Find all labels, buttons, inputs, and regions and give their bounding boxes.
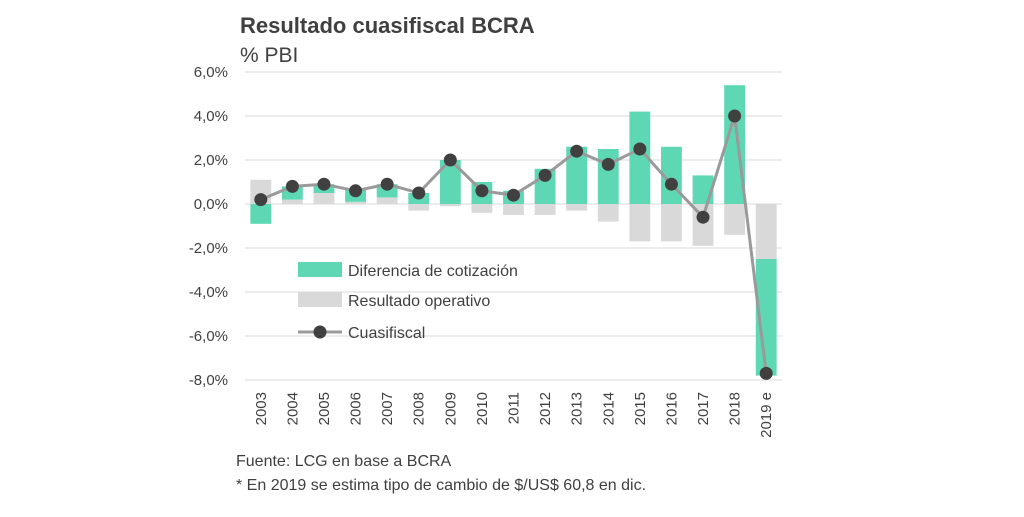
y-tick-label: -6,0% <box>189 328 228 345</box>
axis-layer: 6,0% 4,0% 2,0% 0,0% -2,0% -4,0% -6,0% -8,0% 2003… <box>189 64 775 438</box>
y-tick-label: -2,0% <box>189 240 228 257</box>
bar-resultado-operativo <box>661 204 682 242</box>
x-tick-label: 2005 <box>316 392 333 425</box>
cuasifiscal-point <box>285 179 299 193</box>
cuasifiscal-point <box>696 210 710 224</box>
y-tick-label: 6,0% <box>194 64 228 81</box>
bar-diferencia-cotizacion <box>250 204 272 224</box>
cuasifiscal-point <box>317 177 331 191</box>
bar-resultado-operativo <box>503 204 524 215</box>
cuasifiscal-point <box>538 168 552 182</box>
y-tick-label: -8,0% <box>189 372 228 389</box>
cuasifiscal-point <box>475 184 489 198</box>
x-tick-label: 2017 <box>695 392 712 425</box>
x-tick-label: 2013 <box>569 392 586 425</box>
cuasifiscal-point <box>254 193 268 207</box>
bar-resultado-operativo <box>313 193 335 204</box>
x-tick-label: 2007 <box>379 392 396 425</box>
cuasifiscal-point <box>664 177 678 191</box>
x-tick-label: 2012 <box>537 392 554 425</box>
x-tick-label: 2004 <box>284 392 301 425</box>
bar-resultado-operativo <box>597 204 619 222</box>
legend-swatch-diferencia <box>298 262 342 277</box>
legend-label-operativo: Resultado operativo <box>348 293 490 310</box>
bar-resultado-operativo <box>566 204 588 211</box>
legend-label-diferencia: Diferencia de cotización <box>348 263 518 280</box>
footnote: * En 2019 se estima tipo de cambio de $/… <box>236 477 647 494</box>
bar-resultado-operativo <box>281 199 303 204</box>
bar-diferencia-cotizacion <box>755 259 777 376</box>
bar-resultado-operativo <box>724 204 746 235</box>
chart-title: Resultado cuasifiscal BCRA <box>240 13 535 38</box>
bar-diferencia-cotizacion <box>439 160 461 204</box>
cuasifiscal-point <box>633 142 647 156</box>
y-tick-label: 2,0% <box>194 152 228 169</box>
y-tick-label: 0,0% <box>194 196 228 213</box>
bar-resultado-operativo <box>376 197 398 204</box>
cuasifiscal-point <box>507 188 520 202</box>
cuasifiscal-point <box>570 144 584 158</box>
x-tick-label: 2019 e <box>758 392 775 438</box>
bar-diferencia-cotizacion <box>566 146 588 204</box>
x-tick-label: 2018 <box>727 392 744 425</box>
source-note: Fuente: LCG en base a BCRA <box>236 453 452 470</box>
x-tick-label: 2016 <box>663 392 680 425</box>
bar-resultado-operativo <box>534 204 556 215</box>
y-tick-label: 4,0% <box>194 108 228 125</box>
cuasifiscal-point <box>412 186 426 200</box>
legend-swatch-operativo <box>298 292 342 307</box>
bar-resultado-operativo <box>439 204 461 207</box>
bar-resultado-operativo <box>345 201 366 204</box>
cuasifiscal-point <box>728 109 742 123</box>
legend-label-cuasifiscal: Cuasifiscal <box>348 325 425 342</box>
bar-diferencia-cotizacion <box>597 149 619 204</box>
x-tick-label: 2003 <box>253 392 270 425</box>
cuasifiscal-point <box>759 366 773 380</box>
cuasifiscal-point <box>601 157 615 171</box>
x-tick-label: 2011 <box>506 392 523 424</box>
bar-resultado-operativo <box>629 204 651 242</box>
x-tick-label: 2014 <box>600 392 617 425</box>
x-tick-label: 2006 <box>348 392 365 425</box>
legend-swatch-cuasifiscal-marker <box>313 325 327 339</box>
chart-subtitle: % PBI <box>240 44 299 67</box>
x-tick-label: 2015 <box>632 392 649 425</box>
cuasifiscal-point <box>380 177 394 191</box>
bar-resultado-operativo <box>471 204 493 213</box>
bar-diferencia-cotizacion <box>629 111 651 204</box>
x-tick-label: 2009 <box>442 392 459 425</box>
x-tick-label: 2010 <box>474 392 491 425</box>
bar-resultado-operativo <box>408 204 430 211</box>
bar-resultado-operativo <box>755 204 777 259</box>
cuasifiscal-point <box>349 184 363 198</box>
cuasifiscal-point <box>443 153 457 167</box>
y-tick-label: -4,0% <box>189 284 228 301</box>
x-tick-label: 2008 <box>411 392 428 425</box>
line-layer <box>254 109 773 380</box>
cuasifiscal-line <box>260 115 768 374</box>
legend: Diferencia de cotización Resultado operat… <box>298 262 518 342</box>
